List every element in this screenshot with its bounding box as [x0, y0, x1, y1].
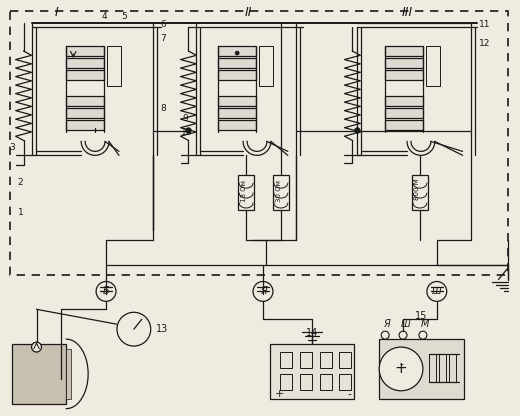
- Bar: [385, 119, 423, 129]
- Circle shape: [96, 282, 116, 301]
- Bar: [67, 119, 104, 129]
- Bar: [320, 352, 332, 368]
- Bar: [426, 46, 440, 86]
- Bar: [449, 354, 456, 382]
- Bar: [67, 58, 104, 68]
- Bar: [270, 344, 354, 399]
- Bar: [218, 108, 256, 118]
- Bar: [218, 46, 256, 56]
- Text: III: III: [401, 6, 413, 19]
- Text: Я: Я: [259, 287, 266, 297]
- Bar: [218, 96, 256, 106]
- Text: -: -: [399, 359, 403, 369]
- Bar: [385, 58, 423, 68]
- Circle shape: [419, 331, 427, 339]
- Bar: [259, 46, 273, 86]
- Bar: [300, 374, 311, 390]
- Bar: [10, 11, 509, 275]
- Bar: [385, 96, 423, 106]
- Circle shape: [427, 282, 447, 301]
- Bar: [340, 374, 352, 390]
- Circle shape: [186, 128, 191, 134]
- Bar: [67, 108, 104, 118]
- Bar: [218, 58, 256, 68]
- Text: +: +: [395, 362, 408, 376]
- Bar: [320, 374, 332, 390]
- Bar: [439, 354, 446, 382]
- Circle shape: [32, 342, 42, 352]
- Circle shape: [253, 282, 273, 301]
- Text: -: -: [347, 389, 352, 399]
- Text: М: М: [421, 319, 430, 329]
- Circle shape: [354, 128, 360, 134]
- Bar: [385, 108, 423, 118]
- Bar: [67, 70, 104, 80]
- Text: I: I: [55, 6, 58, 19]
- Circle shape: [381, 331, 389, 339]
- Text: 2: 2: [18, 178, 23, 187]
- Text: 30 Ом: 30 Ом: [276, 180, 282, 202]
- Text: 800 М: 800 М: [414, 178, 420, 200]
- Text: 4: 4: [101, 12, 107, 21]
- Text: Я: Я: [383, 319, 390, 329]
- Bar: [218, 119, 256, 129]
- Bar: [280, 374, 292, 390]
- Circle shape: [399, 331, 407, 339]
- Bar: [107, 46, 121, 86]
- Text: 1: 1: [18, 208, 23, 217]
- Bar: [280, 352, 292, 368]
- Bar: [67, 349, 71, 399]
- Text: 10: 10: [180, 129, 192, 137]
- Bar: [67, 46, 104, 56]
- Text: 8: 8: [161, 104, 166, 113]
- Text: Ш: Ш: [432, 287, 441, 296]
- Bar: [300, 352, 311, 368]
- Bar: [11, 344, 67, 404]
- Text: +: +: [275, 389, 284, 399]
- Text: 15: 15: [415, 311, 427, 321]
- Bar: [218, 70, 256, 80]
- Text: II: II: [244, 6, 252, 19]
- Bar: [67, 96, 104, 106]
- Bar: [429, 354, 436, 382]
- Bar: [273, 175, 289, 210]
- Circle shape: [117, 312, 151, 346]
- Circle shape: [379, 347, 423, 391]
- Text: Б: Б: [102, 287, 109, 297]
- Text: Ш: Ш: [401, 320, 411, 329]
- Bar: [385, 46, 423, 56]
- Text: 14: 14: [306, 328, 318, 338]
- Bar: [385, 70, 423, 80]
- Text: 12: 12: [478, 39, 490, 48]
- Bar: [238, 175, 254, 210]
- Text: 11: 11: [478, 20, 490, 29]
- Circle shape: [235, 51, 239, 55]
- Text: 7: 7: [161, 34, 166, 43]
- Bar: [379, 339, 464, 399]
- Bar: [412, 175, 428, 210]
- Text: 9: 9: [183, 114, 188, 123]
- Text: 13 Ом: 13 Ом: [241, 180, 247, 202]
- Bar: [340, 352, 352, 368]
- Text: 5: 5: [121, 12, 127, 21]
- Text: 3: 3: [10, 144, 16, 152]
- Text: 6: 6: [161, 20, 166, 29]
- Text: 13: 13: [155, 324, 168, 334]
